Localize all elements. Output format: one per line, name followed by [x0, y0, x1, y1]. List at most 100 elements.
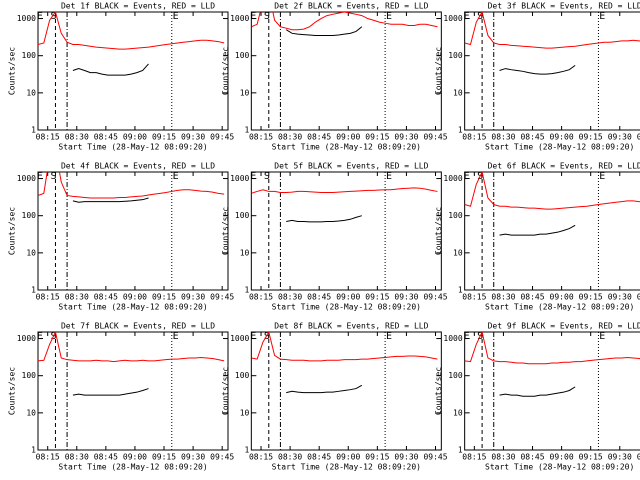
- y-tick-label: 100: [22, 51, 37, 60]
- y-tick-label: 1: [458, 126, 463, 135]
- y-tick-label: 1000: [230, 174, 249, 183]
- x-tick-label: 08:30: [278, 133, 302, 142]
- plot-frame: [37, 171, 229, 291]
- x-tick-label: 08:15: [249, 453, 273, 462]
- plot-frame: [464, 331, 640, 451]
- x-tick-label: 09:15: [579, 293, 603, 302]
- annotation: S: [50, 11, 56, 22]
- annotation: E: [464, 11, 470, 22]
- x-axis-label: Start Time (28-May-12 08:09:20): [485, 303, 634, 312]
- panel: Det 2f BLACK = Events, RED = LLD Start Ti…: [221, 2, 448, 152]
- series-line: [286, 215, 362, 223]
- y-tick-label: 100: [22, 371, 37, 380]
- series-line: [251, 187, 438, 194]
- y-tick-label: 10: [453, 408, 463, 417]
- x-tick-label: 09:45: [637, 293, 640, 302]
- x-tick-label: 09:15: [365, 453, 389, 462]
- chart-title: Det 8f BLACK = Events, RED = LLD: [274, 322, 428, 331]
- x-tick-label: 09:00: [336, 133, 360, 142]
- y-axis-label: Counts/sec: [434, 207, 443, 255]
- annotation: E: [250, 11, 256, 22]
- x-tick-label: 09:45: [637, 133, 640, 142]
- annotation: E: [37, 171, 43, 182]
- series-line: [499, 224, 576, 236]
- annotation: S: [264, 11, 270, 22]
- y-tick-label: 10: [453, 248, 463, 257]
- x-tick-label: 09:45: [637, 453, 640, 462]
- x-tick-label: 08:15: [462, 453, 486, 462]
- x-axis-label: Start Time (28-May-12 08:09:20): [58, 303, 207, 312]
- y-axis-label: Counts/sec: [8, 367, 17, 415]
- series-line: [285, 26, 363, 36]
- x-tick-label: 09:30: [394, 133, 418, 142]
- annotation: E: [37, 11, 43, 22]
- x-tick-label: 09:15: [152, 293, 176, 302]
- x-tick-label: 08:15: [249, 293, 273, 302]
- x-tick-label: 08:30: [278, 453, 302, 462]
- x-tick-label: 09:30: [394, 293, 418, 302]
- series-line: [72, 63, 149, 76]
- x-tick-label: 09:00: [123, 293, 147, 302]
- y-tick-label: 1: [458, 446, 463, 455]
- series-line: [464, 172, 640, 210]
- y-tick-label: 10: [240, 408, 250, 417]
- series-line: [72, 388, 149, 396]
- series-line: [499, 64, 576, 75]
- annotation: E: [386, 171, 392, 182]
- panel: Det 3f BLACK = Events, RED = LLD Start Ti…: [434, 2, 640, 152]
- y-axis-label: Counts/sec: [221, 47, 230, 95]
- annotation: E: [173, 171, 179, 182]
- annotation: E: [250, 171, 256, 182]
- x-tick-label: 08:45: [94, 293, 118, 302]
- chart-title: Det 7f BLACK = Events, RED = LLD: [61, 322, 215, 331]
- annotation: E: [386, 11, 392, 22]
- x-tick-label: 09:30: [181, 453, 205, 462]
- panel: Det 7f BLACK = Events, RED = LLD Start Ti…: [8, 322, 235, 472]
- series-line: [72, 197, 149, 203]
- y-tick-label: 1000: [17, 174, 36, 183]
- x-tick-label: 09:30: [181, 133, 205, 142]
- x-tick-label: 09:30: [394, 453, 418, 462]
- annotation: E: [464, 171, 470, 182]
- x-tick-label: 09:00: [550, 133, 574, 142]
- y-tick-label: 10: [26, 248, 36, 257]
- x-tick-label: 09:45: [423, 133, 447, 142]
- x-tick-label: 09:00: [550, 453, 574, 462]
- y-axis-label: Counts/sec: [8, 47, 17, 95]
- series-line: [251, 12, 438, 31]
- chart-title: Det 9f BLACK = Events, RED = LLD: [488, 322, 640, 331]
- x-tick-label: 09:30: [608, 293, 632, 302]
- y-tick-label: 1000: [443, 14, 462, 23]
- y-axis-label: Counts/sec: [434, 47, 443, 95]
- chart-title: Det 6f BLACK = Events, RED = LLD: [488, 162, 640, 171]
- x-axis-label: Start Time (28-May-12 08:09:20): [485, 463, 634, 472]
- x-tick-label: 09:00: [336, 293, 360, 302]
- x-tick-label: 09:15: [579, 133, 603, 142]
- y-axis-label: Counts/sec: [434, 367, 443, 415]
- y-tick-label: 10: [26, 408, 36, 417]
- y-tick-label: 10: [240, 248, 250, 257]
- x-tick-label: 08:30: [278, 293, 302, 302]
- plot-frame: [37, 331, 229, 451]
- x-tick-label: 09:45: [210, 133, 234, 142]
- annotation: E: [599, 171, 605, 182]
- y-tick-label: 1: [458, 286, 463, 295]
- y-tick-label: 1000: [17, 14, 36, 23]
- x-tick-label: 08:45: [520, 293, 544, 302]
- x-axis-label: Start Time (28-May-12 08:09:20): [272, 463, 421, 472]
- series-line: [38, 332, 225, 363]
- annotation: E: [599, 331, 605, 342]
- x-tick-label: 09:45: [210, 293, 234, 302]
- plot-frame: [37, 11, 229, 131]
- series-line: [38, 172, 225, 199]
- series-line: [286, 384, 363, 394]
- y-tick-label: 1000: [17, 334, 36, 343]
- y-tick-label: 1: [245, 446, 250, 455]
- x-tick-label: 08:30: [65, 453, 89, 462]
- y-tick-label: 10: [26, 88, 36, 97]
- x-tick-label: 09:00: [336, 453, 360, 462]
- plot-frame: [250, 171, 442, 291]
- x-tick-label: 09:30: [608, 453, 632, 462]
- annotation: E: [464, 331, 470, 342]
